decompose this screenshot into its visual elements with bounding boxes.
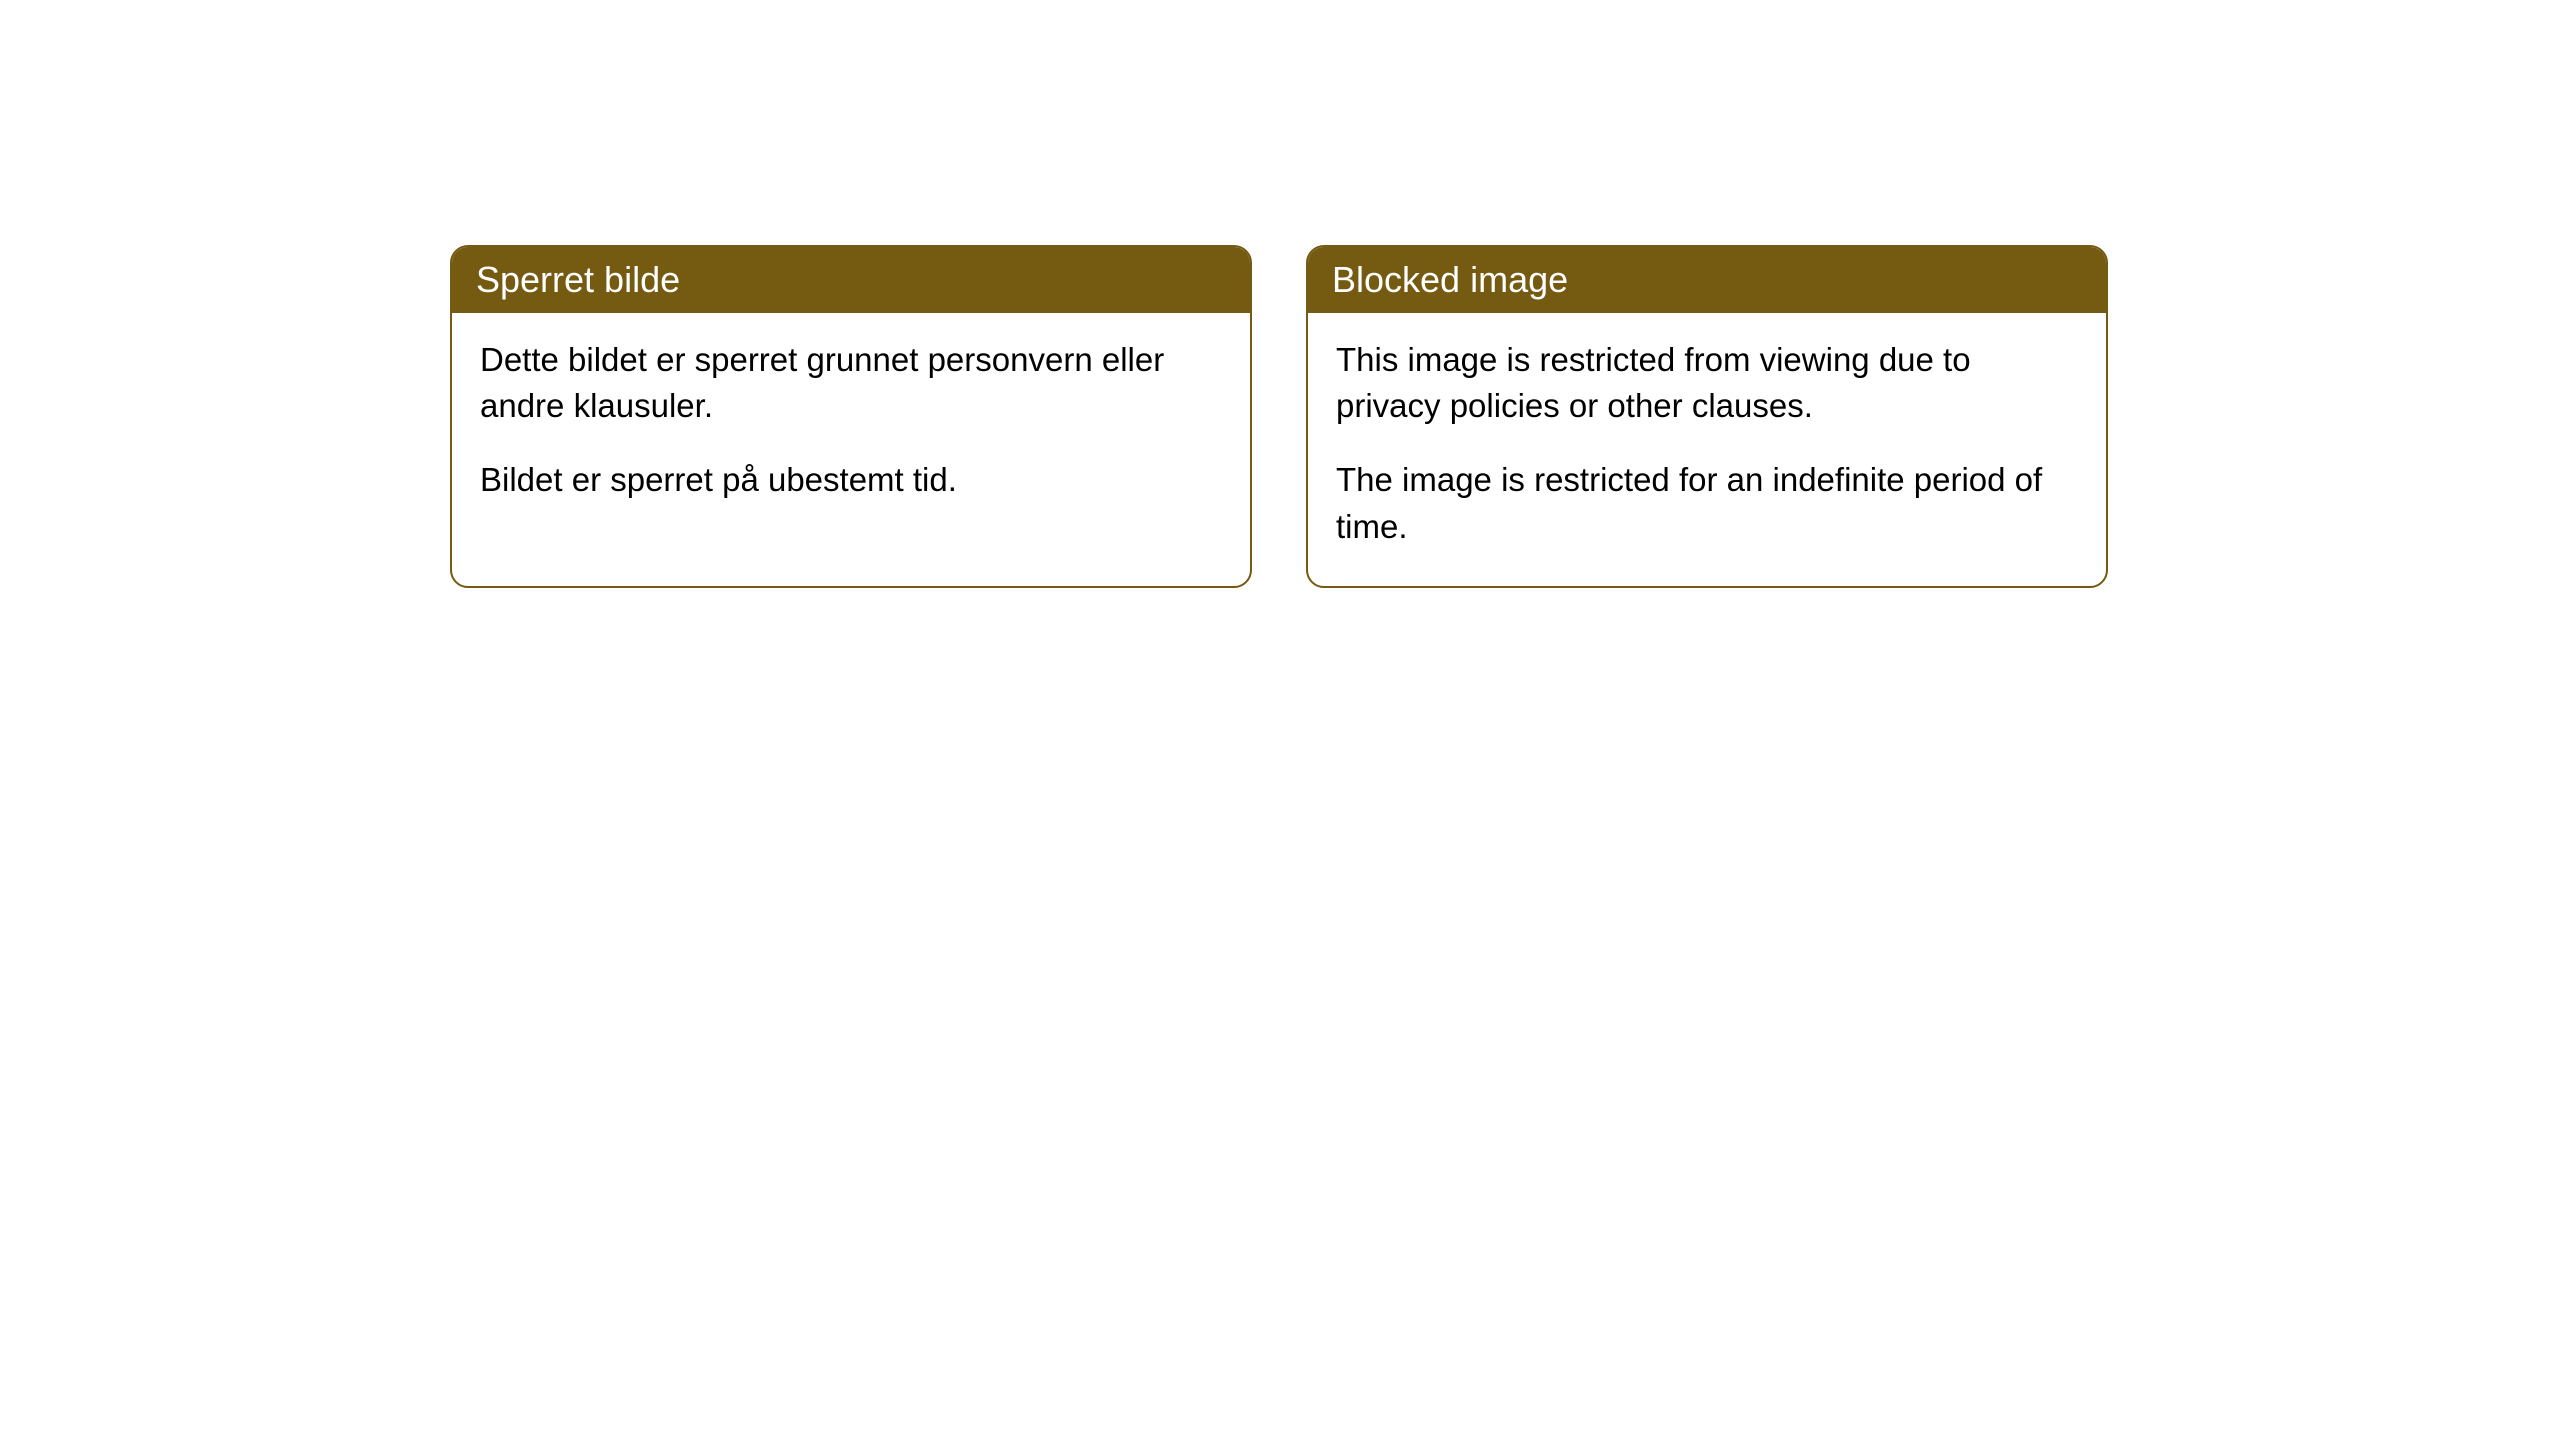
card-body: This image is restricted from viewing du… (1308, 313, 2106, 586)
card-paragraph: The image is restricted for an indefinit… (1336, 457, 2078, 549)
card-paragraph: Dette bildet er sperret grunnet personve… (480, 337, 1222, 429)
notice-card-english: Blocked image This image is restricted f… (1306, 245, 2108, 588)
notice-cards-container: Sperret bilde Dette bildet er sperret gr… (450, 245, 2108, 588)
card-title: Sperret bilde (476, 259, 680, 300)
card-header: Sperret bilde (452, 247, 1250, 313)
card-header: Blocked image (1308, 247, 2106, 313)
card-body: Dette bildet er sperret grunnet personve… (452, 313, 1250, 540)
card-paragraph: This image is restricted from viewing du… (1336, 337, 2078, 429)
card-paragraph: Bildet er sperret på ubestemt tid. (480, 457, 1222, 503)
notice-card-norwegian: Sperret bilde Dette bildet er sperret gr… (450, 245, 1252, 588)
card-title: Blocked image (1332, 259, 1568, 300)
